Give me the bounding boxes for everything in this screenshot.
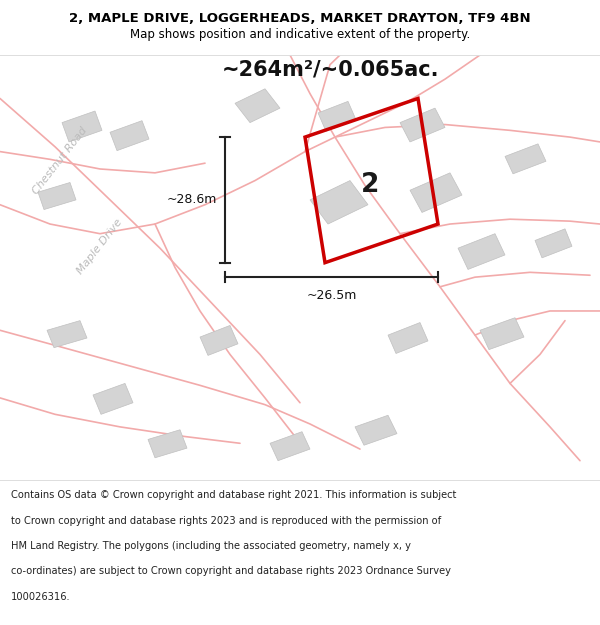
Text: to Crown copyright and database rights 2023 and is reproduced with the permissio: to Crown copyright and database rights 2…	[11, 516, 441, 526]
Text: 2: 2	[361, 173, 379, 198]
Polygon shape	[110, 121, 149, 151]
Text: 2, MAPLE DRIVE, LOGGERHEADS, MARKET DRAYTON, TF9 4BN: 2, MAPLE DRIVE, LOGGERHEADS, MARKET DRAY…	[69, 12, 531, 25]
Text: ~28.6m: ~28.6m	[167, 193, 217, 206]
Polygon shape	[200, 326, 238, 356]
Text: HM Land Registry. The polygons (including the associated geometry, namely x, y: HM Land Registry. The polygons (includin…	[11, 541, 411, 551]
Polygon shape	[310, 181, 368, 224]
Polygon shape	[388, 322, 428, 354]
Text: Contains OS data © Crown copyright and database right 2021. This information is : Contains OS data © Crown copyright and d…	[11, 490, 456, 500]
Text: co-ordinates) are subject to Crown copyright and database rights 2023 Ordnance S: co-ordinates) are subject to Crown copyr…	[11, 566, 451, 576]
Polygon shape	[148, 430, 187, 457]
Polygon shape	[62, 111, 102, 142]
Polygon shape	[535, 229, 572, 258]
Text: Chestnut Road: Chestnut Road	[31, 126, 89, 197]
Polygon shape	[270, 432, 310, 461]
Polygon shape	[410, 173, 462, 213]
Polygon shape	[480, 318, 524, 349]
Polygon shape	[93, 383, 133, 414]
Text: ~26.5m: ~26.5m	[307, 289, 356, 302]
Polygon shape	[235, 89, 280, 122]
Polygon shape	[318, 101, 356, 131]
Polygon shape	[47, 321, 87, 348]
Text: Map shows position and indicative extent of the property.: Map shows position and indicative extent…	[130, 28, 470, 41]
Text: ~264m²/~0.065ac.: ~264m²/~0.065ac.	[221, 59, 439, 79]
Polygon shape	[38, 182, 76, 209]
Text: Maple Drive: Maple Drive	[76, 217, 125, 276]
Polygon shape	[458, 234, 505, 269]
Text: 100026316.: 100026316.	[11, 592, 70, 602]
Polygon shape	[400, 108, 445, 142]
Polygon shape	[355, 415, 397, 445]
Polygon shape	[505, 144, 546, 174]
